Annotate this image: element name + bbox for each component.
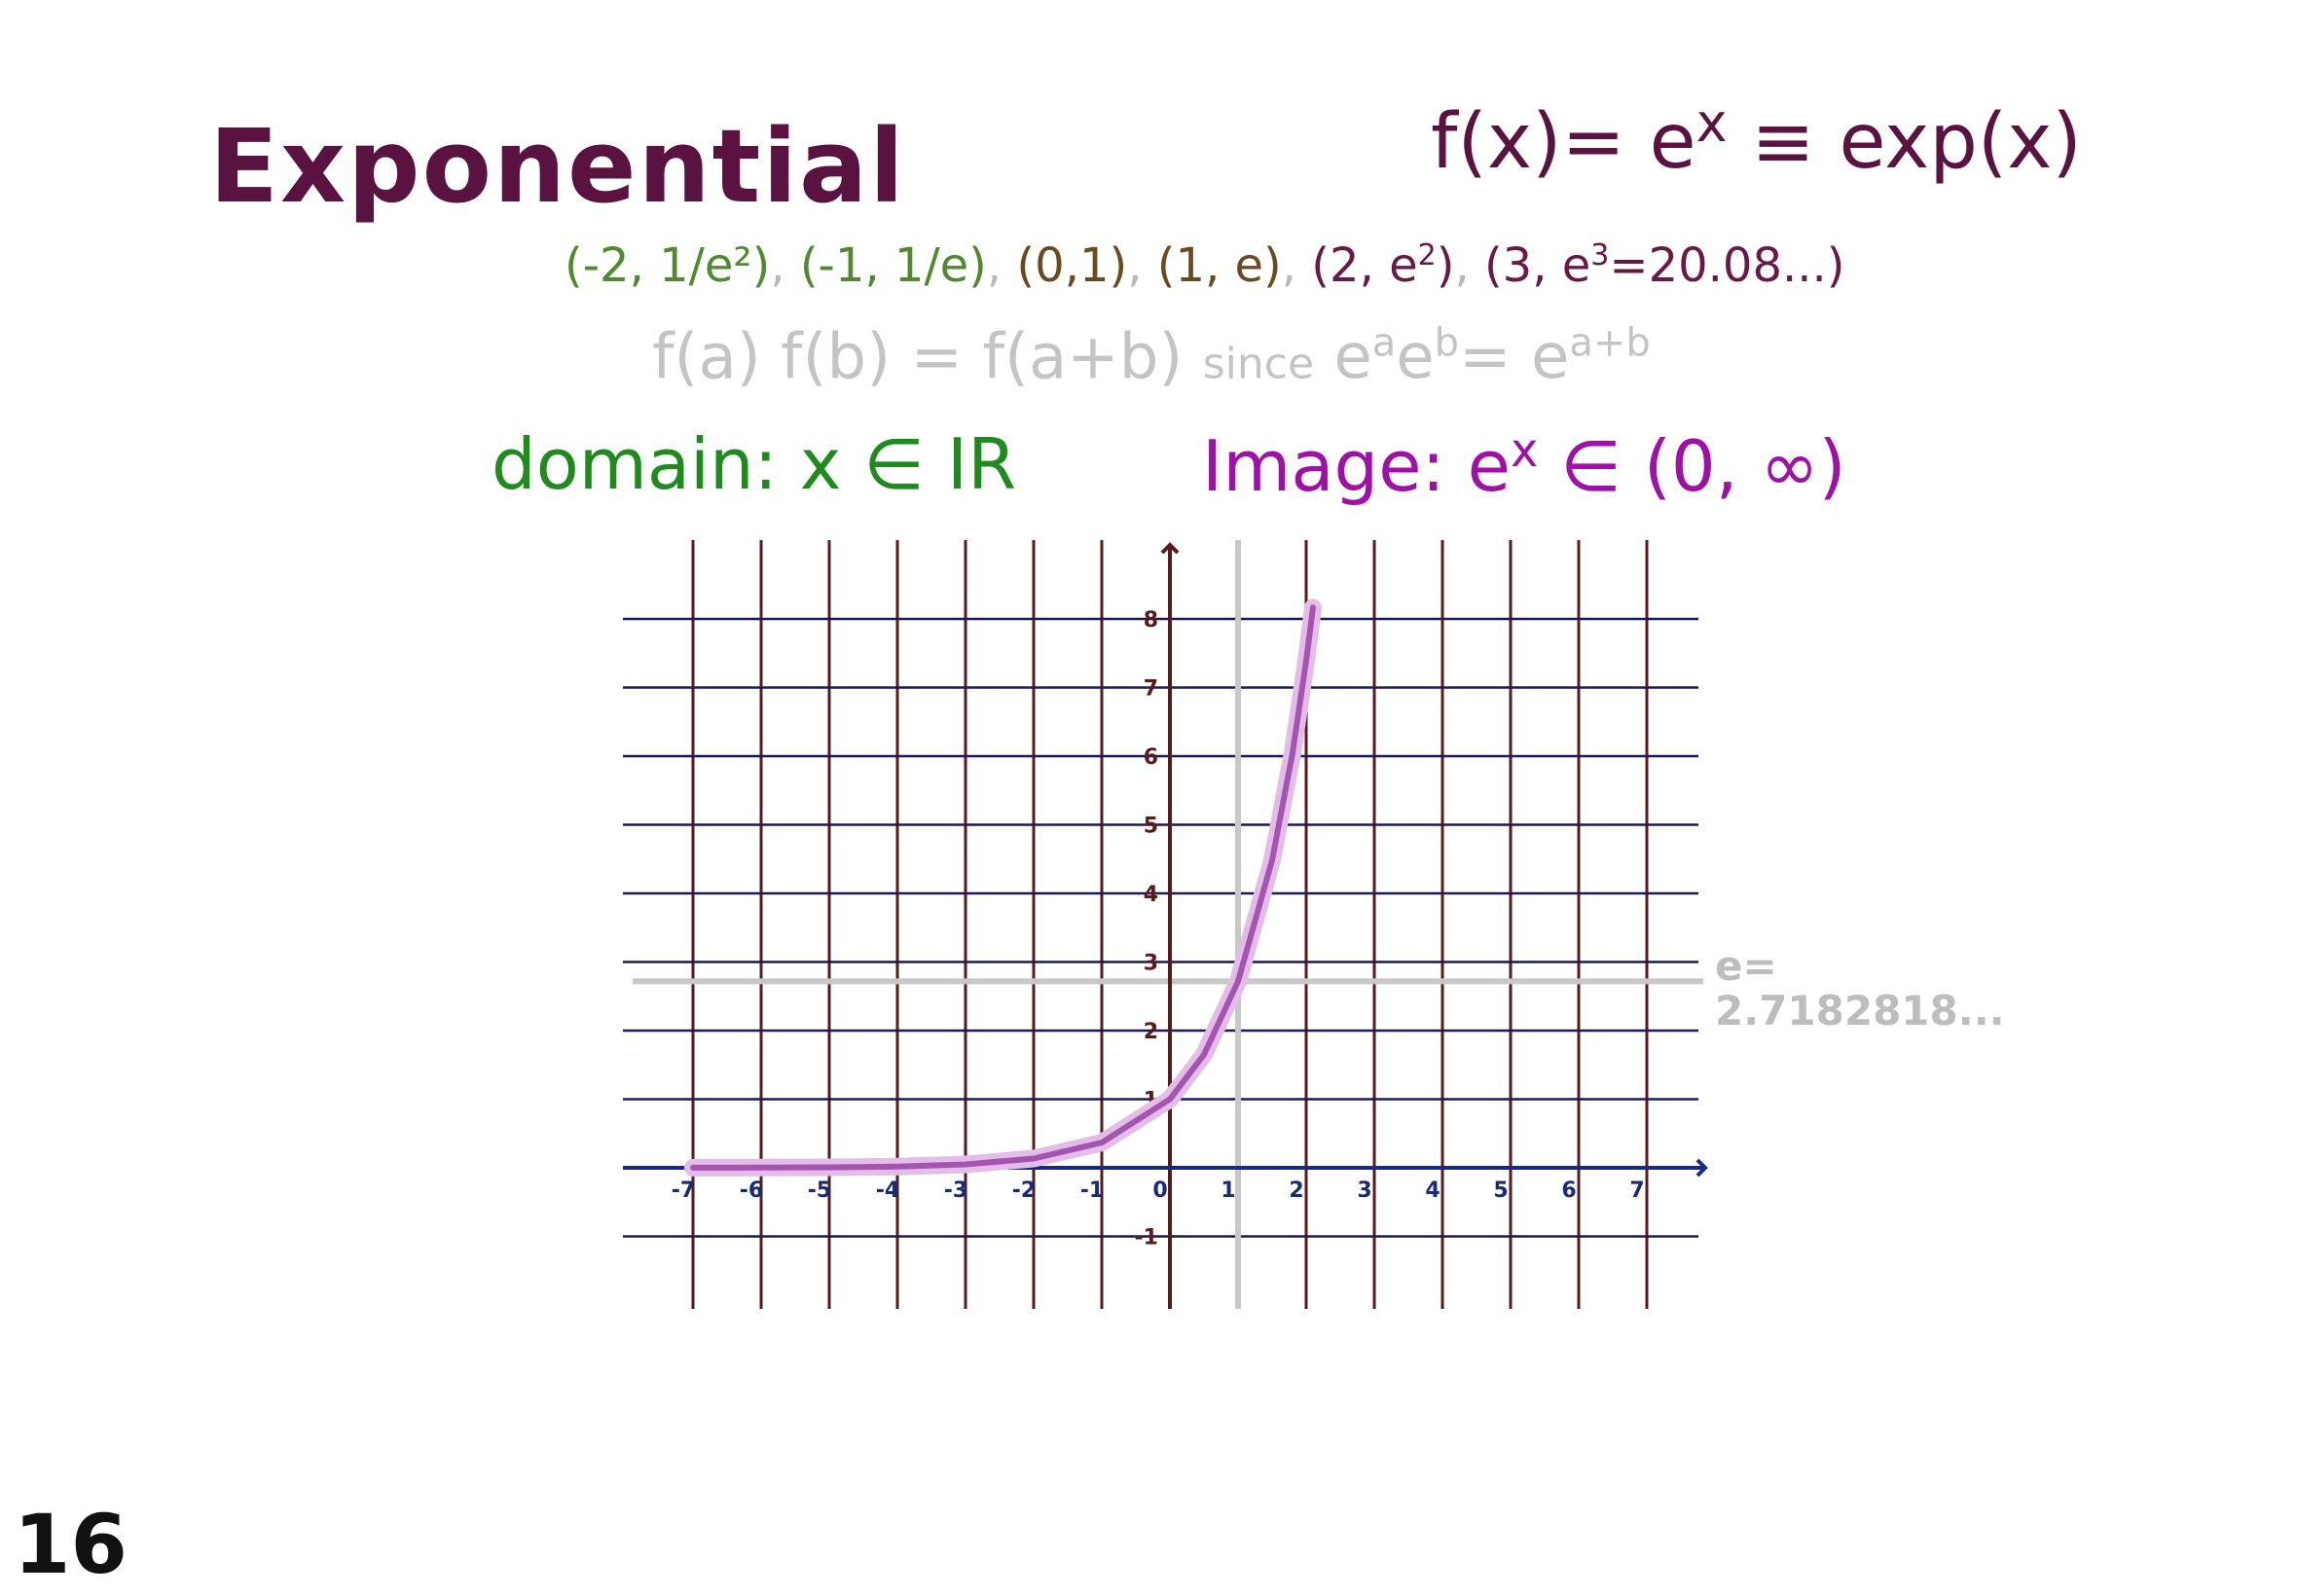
y-tick-label: 3 — [1144, 952, 1158, 976]
point-minus-two: (-2, 1/e²) — [565, 238, 771, 293]
property-lhs: f(a) f(b) = f(a+b) — [652, 321, 1184, 394]
e-value-line1: e= — [1715, 942, 1777, 990]
y-tick-label: 8 — [1144, 608, 1158, 633]
page-title: Exponential — [209, 107, 906, 226]
image-label: Image: ex ∈ (0, ∞) — [1202, 423, 1846, 507]
formula-exponent: x — [1695, 92, 1728, 154]
exponential-curve — [690, 604, 1316, 1171]
property-since: since — [1202, 339, 1315, 389]
x-tick-label: -3 — [944, 1179, 967, 1203]
x-tick-label: 3 — [1357, 1179, 1371, 1203]
y-tick-label: -1 — [1135, 1226, 1158, 1251]
exponent-property: f(a) f(b) = f(a+b) since eaeb= ea+b — [652, 321, 1651, 393]
y-tick-label: 5 — [1144, 815, 1158, 839]
point-minus-one: (-1, 1/e) — [799, 238, 987, 293]
page-number: 16 — [14, 1497, 128, 1592]
property-rhs: eaeb= ea+b — [1333, 321, 1651, 394]
point-two: (2, e2) — [1311, 238, 1455, 293]
formula-equiv: ≡ — [1751, 98, 1815, 186]
y-tick-label: 4 — [1144, 883, 1158, 907]
x-tick-label: -5 — [808, 1179, 831, 1203]
e-value-label: e= 2.7182818... — [1715, 944, 2005, 1034]
x-tick-label: 5 — [1493, 1179, 1508, 1203]
y-tick-label: 2 — [1144, 1020, 1158, 1044]
domain-label: domain: x ∈ IR — [492, 423, 1017, 505]
point-zero: (0,1) — [1016, 238, 1128, 293]
x-tick-label: -2 — [1012, 1179, 1036, 1203]
sample-points: (-2, 1/e²), (-1, 1/e), (0,1), (1, e), (2… — [565, 238, 1845, 293]
x-tick-label: -6 — [740, 1179, 763, 1203]
x-tick-label: 4 — [1425, 1179, 1440, 1203]
y-tick-label: 7 — [1144, 677, 1158, 702]
formula-lhs: f(x)= e — [1431, 98, 1696, 186]
x-tick-label: 2 — [1289, 1179, 1303, 1203]
point-three: (3, e3=20.08...) — [1483, 238, 1845, 293]
horizontal-gridlines — [623, 617, 1698, 1238]
formula-rhs: exp(x) — [1839, 98, 2082, 186]
e-value-line2: 2.7182818... — [1715, 987, 2005, 1034]
x-tick-label: -7 — [672, 1179, 695, 1203]
point-one: (1, e) — [1156, 238, 1282, 293]
x-tick-label: 7 — [1629, 1179, 1644, 1203]
function-formula: f(x)= ex ≡ exp(x) — [1431, 92, 2082, 186]
x-tick-labels: -7 -6 -5 -4 -3 -2 -1 0 1 2 3 4 5 6 7 — [672, 1179, 1645, 1203]
x-tick-label: 1 — [1221, 1179, 1235, 1203]
x-tick-label: -1 — [1080, 1179, 1104, 1203]
x-tick-label: 0 — [1152, 1179, 1167, 1203]
curve-glow — [684, 598, 1322, 1177]
y-tick-label: 6 — [1144, 745, 1158, 770]
x-tick-label: 6 — [1561, 1179, 1576, 1203]
x-tick-label: -4 — [876, 1179, 899, 1203]
